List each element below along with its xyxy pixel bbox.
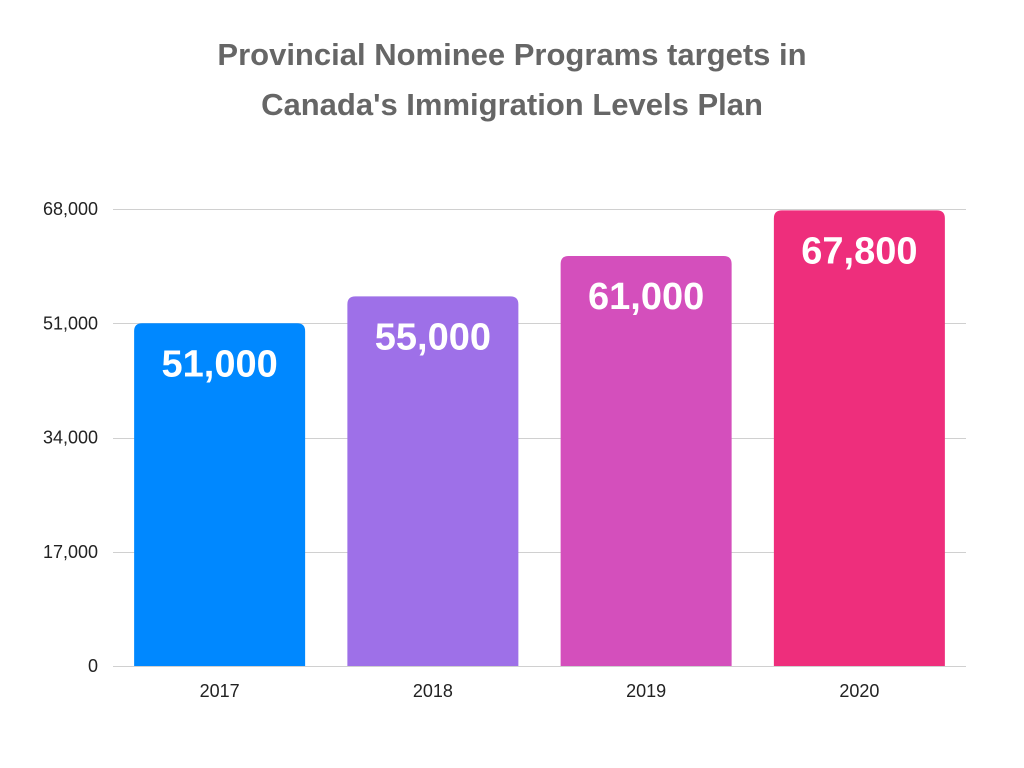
data-label-2017: 51,000 [162,343,278,385]
bar-data-labels: 51,000 55,000 61,000 67,800 [162,230,918,385]
data-label-2018: 55,000 [375,316,491,358]
bar-2019 [560,256,732,666]
chart-title-line-1: Provincial Nominee Programs targets in [217,37,807,72]
y-axis-tick-labels: 0 17,000 34,000 51,000 68,000 [43,199,98,676]
bar-2020 [773,210,945,666]
data-label-2020: 67,800 [801,230,917,272]
data-label-2019: 61,000 [588,276,704,318]
bar-2018 [347,296,519,666]
y-tick-label-4: 68,000 [43,199,98,219]
x-tick-label-2017: 2017 [200,681,240,701]
y-tick-label-0: 0 [88,656,98,676]
x-tick-label-2018: 2018 [413,681,453,701]
chart-title: Provincial Nominee Programs targets in C… [0,30,1024,130]
x-axis-tick-labels: 2017 2018 2019 2020 [200,681,880,701]
bars [134,210,945,666]
y-tick-label-1: 17,000 [43,542,98,562]
chart-title-line-2: Canada's Immigration Levels Plan [261,87,763,122]
x-tick-label-2020: 2020 [839,681,879,701]
y-tick-label-3: 51,000 [43,313,98,333]
bar-2017 [134,323,306,666]
x-tick-label-2019: 2019 [626,681,666,701]
y-tick-label-2: 34,000 [43,428,98,448]
